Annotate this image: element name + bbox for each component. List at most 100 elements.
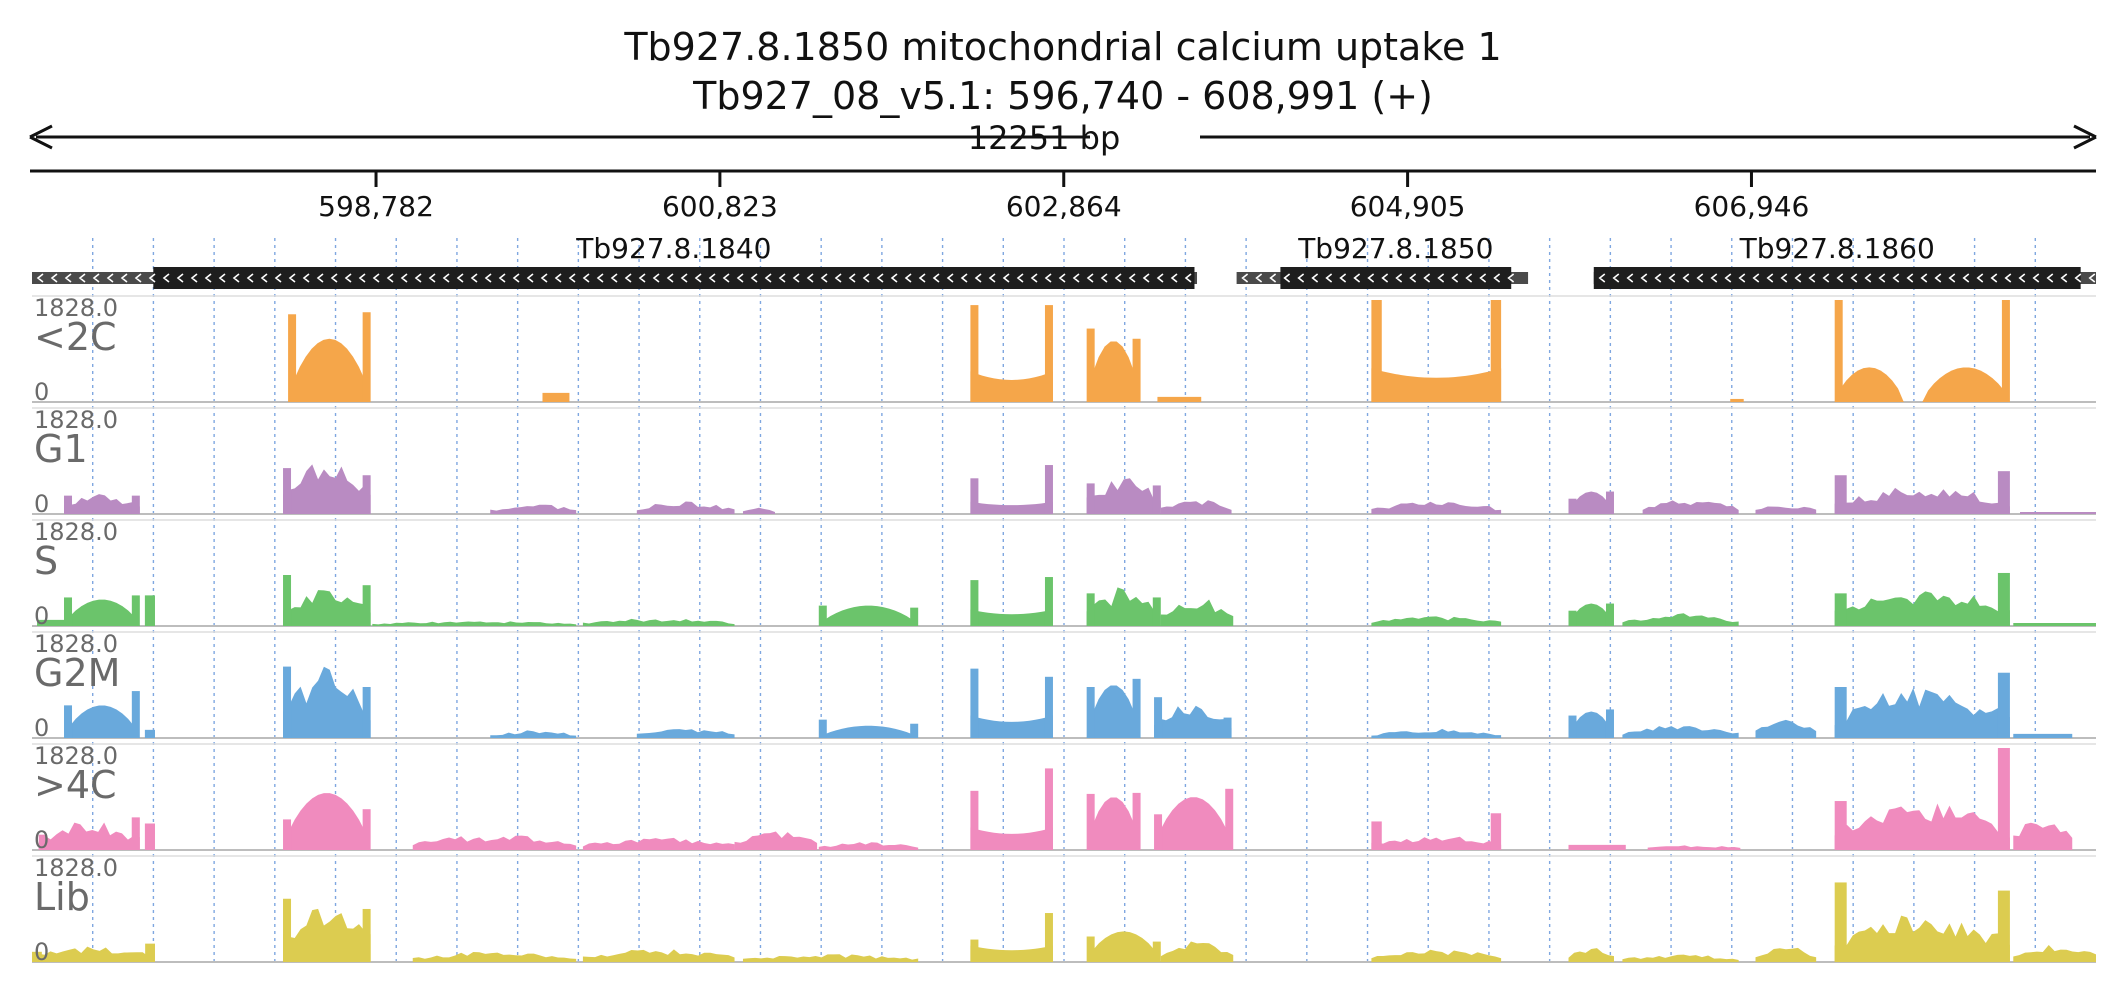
coverage-area bbox=[283, 793, 371, 850]
coverage-area bbox=[636, 501, 735, 514]
page-title: Tb927.8.1850 mitochondrial calcium uptak… bbox=[624, 25, 1502, 69]
coverage-spike bbox=[1132, 338, 1141, 402]
coverage-area bbox=[283, 666, 371, 738]
coverage-spike bbox=[64, 705, 73, 738]
coverage-spike bbox=[1997, 572, 2010, 626]
track-max-label: 1828.0 bbox=[34, 742, 118, 770]
track-max-label: 1828.0 bbox=[34, 406, 118, 434]
coverage-spike bbox=[970, 668, 979, 738]
coverage-spike bbox=[288, 314, 297, 402]
track-name: S bbox=[34, 539, 58, 583]
track-5: 1828.0>4C 0 bbox=[32, 742, 2096, 854]
coverage-spike bbox=[1568, 715, 1577, 738]
coverage-spike bbox=[1997, 748, 2010, 850]
coverage-area bbox=[412, 835, 577, 850]
coverage-spike bbox=[1044, 305, 1053, 402]
coverage-spike bbox=[1086, 328, 1095, 402]
span-label: 12251 bp bbox=[968, 119, 1121, 157]
coverage-spike bbox=[283, 666, 292, 738]
coverage-area bbox=[1371, 836, 1502, 850]
coverage-spike bbox=[1371, 300, 1382, 402]
coverage-spike bbox=[1044, 768, 1053, 850]
coverage-area bbox=[144, 823, 155, 850]
coverage-spike bbox=[1044, 676, 1053, 738]
gene-Tb927.8.1840[interactable]: Tb927.8.1840 bbox=[32, 232, 1198, 289]
track-name: G1 bbox=[34, 427, 88, 471]
coverage-spike bbox=[1152, 485, 1161, 514]
coverage-area bbox=[818, 605, 919, 626]
coverage-spike bbox=[1086, 936, 1095, 962]
coverage-spike bbox=[283, 898, 292, 962]
coverage-area bbox=[1154, 797, 1234, 850]
coverage-spike bbox=[1044, 913, 1053, 962]
track-min-label: 0 bbox=[34, 378, 49, 406]
coverage-area bbox=[1622, 954, 1739, 962]
coverage-area bbox=[970, 609, 1053, 626]
coverage-area bbox=[1154, 705, 1232, 738]
coverage-area bbox=[1834, 591, 2010, 626]
coverage-area bbox=[1086, 931, 1161, 962]
coverage-area bbox=[2013, 945, 2096, 962]
coverage-area bbox=[1371, 949, 1502, 962]
coverage-area bbox=[490, 504, 577, 514]
track-min-label: 0 bbox=[34, 490, 49, 518]
coverage-area bbox=[1647, 845, 1741, 850]
coverage-area bbox=[1086, 478, 1161, 514]
track-name: Lib bbox=[34, 875, 90, 919]
gene-Tb927.8.1850[interactable]: Tb927.8.1850 bbox=[1236, 232, 1529, 289]
coverage-spike bbox=[1223, 717, 1232, 738]
coverage-area bbox=[1834, 687, 2010, 738]
coverage-spike bbox=[2001, 300, 2010, 402]
coverage-area bbox=[1568, 844, 1626, 850]
coverage-spike bbox=[1834, 687, 1847, 738]
coverage-spike bbox=[1044, 577, 1053, 626]
track-name: >4C bbox=[34, 763, 117, 807]
track-2: 1828.0G1 0 bbox=[32, 406, 2096, 518]
page-subtitle: Tb927_08_v5.1: 596,740 - 608,991 (+) bbox=[693, 74, 1433, 118]
coverage-spike bbox=[64, 495, 73, 514]
coverage-area bbox=[582, 837, 735, 850]
coverage-spike bbox=[1834, 300, 1843, 402]
coverage-area bbox=[1834, 915, 2010, 962]
coverage-spike bbox=[1152, 597, 1161, 626]
coverage-area bbox=[636, 729, 735, 738]
gene-label: Tb927.8.1840 bbox=[575, 232, 771, 265]
coverage-spike bbox=[1154, 697, 1163, 738]
coverage-area bbox=[582, 618, 735, 626]
coverage-area bbox=[2020, 511, 2096, 514]
coverage-spike bbox=[1997, 890, 2010, 962]
coverage-area bbox=[144, 729, 155, 738]
coverage-spike bbox=[362, 312, 371, 402]
coverage-area bbox=[38, 822, 140, 850]
coverage-area bbox=[1086, 797, 1141, 850]
track-min-label: 0 bbox=[34, 938, 49, 966]
coverage-area bbox=[490, 730, 577, 738]
coverage-spike bbox=[64, 597, 73, 626]
coverage-spike bbox=[362, 585, 371, 626]
coverage-area bbox=[1086, 685, 1141, 738]
span-indicator: 12251 bp bbox=[29, 119, 2097, 157]
coverage-spike bbox=[1225, 788, 1234, 850]
coverage-area bbox=[1834, 803, 2010, 850]
coverage-area bbox=[1157, 396, 1202, 402]
coverage-area bbox=[1371, 501, 1502, 514]
gene-Tb927.8.1860[interactable]: Tb927.8.1860 bbox=[1593, 232, 2096, 289]
coverage-area bbox=[1371, 368, 1502, 402]
coverage-spike bbox=[32, 951, 42, 962]
track-name: G2M bbox=[34, 651, 120, 695]
coverage-area bbox=[32, 946, 155, 962]
track-min-label: 0 bbox=[34, 602, 49, 630]
coverage-area bbox=[37, 619, 70, 626]
coverage-area bbox=[64, 705, 140, 738]
track-max-label: 1828.0 bbox=[34, 518, 118, 546]
gene-track: Tb927.8.1840 Tb927.8.1850 Tb927.8.1860 bbox=[32, 232, 2096, 289]
coverage-spike bbox=[910, 607, 919, 626]
coverage-spike bbox=[1132, 792, 1141, 850]
coverage-area bbox=[742, 507, 775, 514]
coverage-spike bbox=[1086, 593, 1095, 626]
coverage-area bbox=[742, 954, 919, 962]
coverage-spike bbox=[970, 305, 979, 402]
coverage-spike bbox=[362, 687, 371, 738]
coverage-area bbox=[283, 590, 371, 626]
